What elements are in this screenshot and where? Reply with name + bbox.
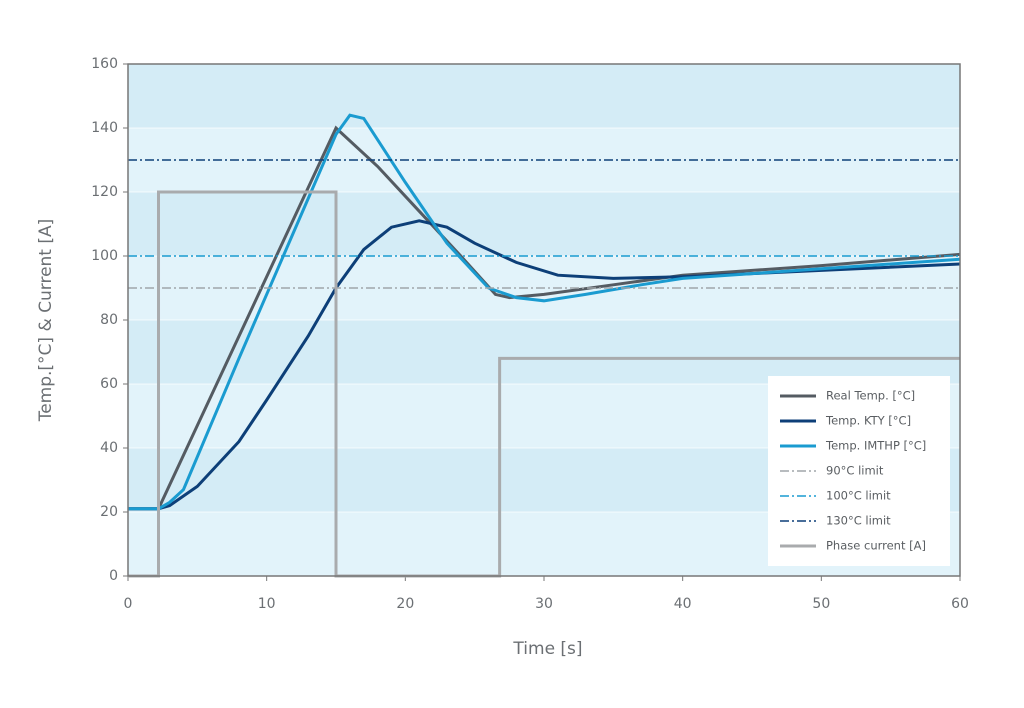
legend-label: Phase current [A] (826, 539, 926, 553)
y-tick-label: 60 (100, 376, 118, 392)
legend-label: 130°C limit (826, 514, 891, 528)
plot-frame (127, 63, 961, 577)
x-tick-label: 30 (535, 596, 553, 612)
plot-band (128, 192, 960, 256)
y-axis-label: Temp.[°C] & Current [A] (36, 219, 56, 423)
x-tick-label: 40 (674, 596, 692, 612)
y-tick-label: 40 (100, 440, 118, 456)
x-tick-label: 0 (124, 596, 133, 612)
x-axis-label: Time [s] (512, 639, 582, 659)
x-tick-label: 50 (812, 596, 830, 612)
y-tick-label: 80 (100, 312, 118, 328)
y-tick-label: 120 (91, 184, 118, 200)
y-tick-label: 0 (109, 568, 118, 584)
series-line (128, 125, 961, 511)
legend-label: Real Temp. [°C] (826, 389, 915, 403)
series-line (128, 219, 961, 511)
legend-label: 100°C limit (826, 489, 891, 503)
x-tick-label: 20 (396, 596, 414, 612)
series-line (128, 190, 960, 578)
y-tick-label: 160 (91, 56, 118, 72)
plot-band (128, 320, 960, 384)
y-tick-label: 140 (91, 120, 118, 136)
y-tick-label: 20 (100, 504, 118, 520)
plot-band (128, 64, 960, 128)
legend-label: 90°C limit (826, 464, 884, 478)
x-tick-label: 10 (258, 596, 276, 612)
x-tick-label: 60 (951, 596, 969, 612)
legend-label: Temp. KTY [°C] (825, 414, 911, 428)
series-line (128, 113, 961, 511)
legend: Real Temp. [°C] Temp. KTY [°C] Temp. IMTHP… (768, 376, 950, 566)
legend-label: Temp. IMTHP [°C] (825, 439, 926, 453)
y-tick-label: 100 (91, 248, 118, 264)
